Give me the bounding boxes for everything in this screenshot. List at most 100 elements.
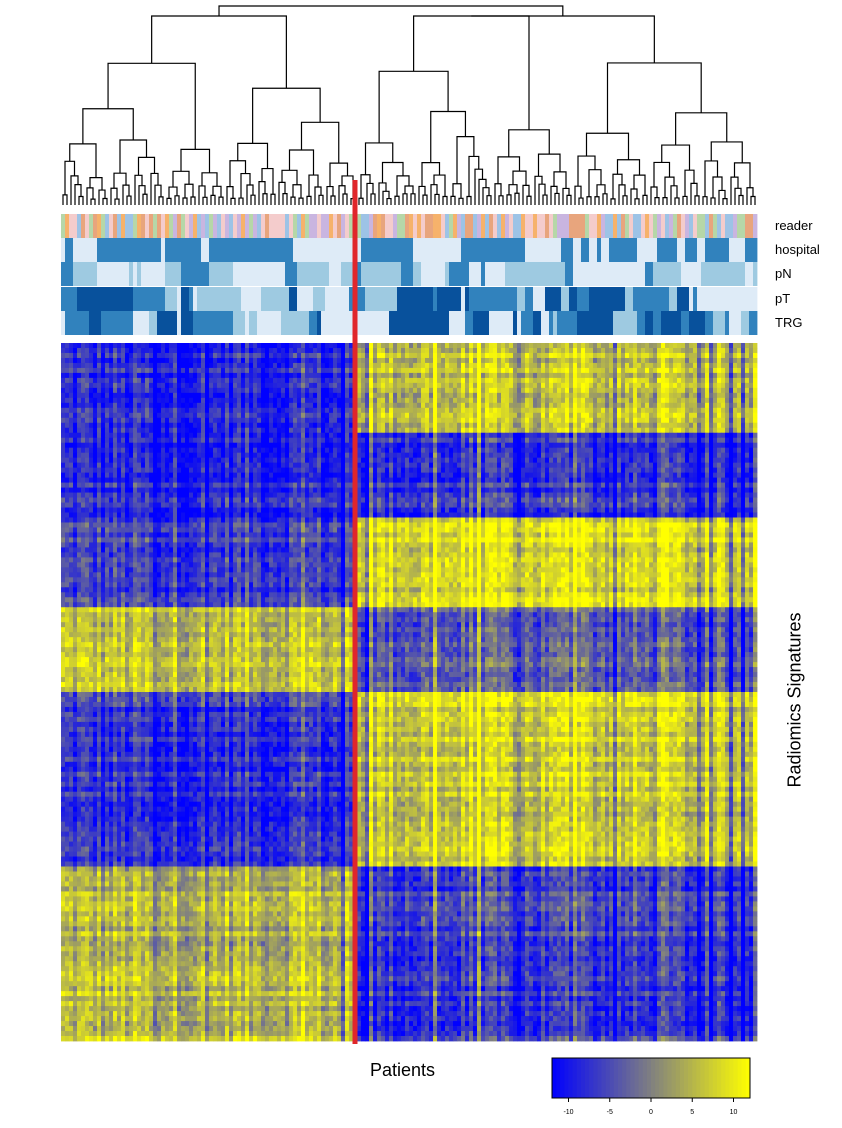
heatmap-cell xyxy=(241,447,246,454)
heatmap-cell xyxy=(533,412,538,419)
heatmap-cell xyxy=(417,452,422,459)
heatmap-cell xyxy=(97,397,102,404)
heatmap-cell xyxy=(685,343,690,349)
heatmap-cell xyxy=(109,362,114,369)
annotation-cell xyxy=(469,214,474,238)
annotation-cell xyxy=(477,311,482,335)
heatmap-cell xyxy=(509,392,514,399)
annotation-cell xyxy=(61,262,66,286)
annotation-cell xyxy=(545,238,550,262)
heatmap-cell xyxy=(457,437,462,444)
heatmap-cell xyxy=(669,387,674,394)
annotation-cell xyxy=(281,262,286,286)
heatmap-cell xyxy=(233,447,238,454)
heatmap-cell xyxy=(537,343,542,349)
heatmap-cell xyxy=(345,412,350,419)
heatmap-cell xyxy=(317,442,322,449)
annotation-cell xyxy=(709,238,714,262)
annotation-cell xyxy=(349,311,354,335)
heatmap-cell xyxy=(297,397,302,404)
heatmap-cell xyxy=(233,343,238,349)
annotation-cell xyxy=(249,238,254,262)
heatmap-cell xyxy=(289,412,294,419)
heatmap-cell xyxy=(293,372,298,379)
heatmap-cell xyxy=(197,447,202,454)
heatmap-cell xyxy=(613,397,618,404)
annotation-cell xyxy=(349,262,354,286)
heatmap-cell xyxy=(177,412,182,419)
heatmap-cell xyxy=(217,357,222,364)
heatmap-cell xyxy=(609,352,614,359)
heatmap-cell xyxy=(461,427,466,434)
heatmap-cell xyxy=(397,437,402,444)
heatmap-cell xyxy=(329,417,334,424)
heatmap-cell xyxy=(673,432,678,439)
heatmap-cell xyxy=(237,402,242,409)
heatmap-cell xyxy=(641,412,646,419)
heatmap-cell xyxy=(105,412,110,419)
heatmap-cell xyxy=(301,362,306,369)
heatmap-cell xyxy=(713,382,718,389)
heatmap-cell xyxy=(121,367,126,374)
annotation-cell xyxy=(449,311,454,335)
heatmap-cell xyxy=(685,407,690,414)
heatmap-cell xyxy=(109,387,114,394)
heatmap-cell xyxy=(721,427,726,434)
heatmap-cell xyxy=(593,392,598,399)
annotation-cell xyxy=(677,262,682,286)
heatmap-cell xyxy=(229,452,234,459)
heatmap-cell xyxy=(701,357,706,364)
heatmap-cell xyxy=(481,437,486,444)
heatmap-cell xyxy=(393,402,398,409)
heatmap-cell xyxy=(137,347,142,354)
heatmap-cell xyxy=(309,442,314,449)
heatmap-cell xyxy=(329,422,334,429)
heatmap-cell xyxy=(649,352,654,359)
heatmap-cell xyxy=(509,452,514,459)
heatmap-cell xyxy=(753,427,758,434)
heatmap-cell xyxy=(645,412,650,419)
heatmap-cell xyxy=(113,362,118,369)
annotation-cell xyxy=(633,262,638,286)
annotation-cell xyxy=(117,287,122,311)
dendrogram-branch xyxy=(610,198,616,205)
annotation-cell xyxy=(225,311,230,335)
heatmap-cell xyxy=(377,367,382,374)
heatmap-cell xyxy=(617,397,622,404)
heatmap-cell xyxy=(409,452,414,459)
heatmap-cell xyxy=(445,382,450,389)
heatmap-cell xyxy=(553,367,558,374)
heatmap-cell xyxy=(197,397,202,404)
heatmap-cell xyxy=(717,402,722,409)
heatmap-cell xyxy=(337,407,342,414)
annotation-cell xyxy=(709,214,714,238)
heatmap-cell xyxy=(101,402,106,409)
heatmap-cell xyxy=(69,447,74,454)
heatmap-cell xyxy=(485,452,490,459)
heatmap-cell xyxy=(73,352,78,359)
heatmap-cell xyxy=(273,432,278,439)
annotation-cell xyxy=(637,238,642,262)
heatmap-cell xyxy=(449,343,454,349)
heatmap-cell xyxy=(393,412,398,419)
heatmap-cell xyxy=(749,382,754,389)
heatmap-cell xyxy=(525,417,530,424)
heatmap-cell xyxy=(481,427,486,434)
annotation-cell xyxy=(213,214,218,238)
heatmap-cell xyxy=(389,362,394,369)
annotation-cell xyxy=(485,238,490,262)
heatmap-cell xyxy=(629,367,634,374)
annotation-cell xyxy=(273,238,278,262)
heatmap-cell xyxy=(161,352,166,359)
heatmap-cell xyxy=(265,352,270,359)
annotation-cell xyxy=(549,311,554,335)
annotation-cell xyxy=(573,262,578,286)
heatmap-cell xyxy=(325,397,330,404)
heatmap-cell xyxy=(321,367,326,374)
heatmap-cell xyxy=(213,402,218,409)
heatmap-cell xyxy=(593,347,598,354)
heatmap-cell xyxy=(125,447,130,454)
annotation-cell xyxy=(361,287,366,311)
heatmap-cell xyxy=(377,442,382,449)
heatmap-cell xyxy=(665,422,670,429)
